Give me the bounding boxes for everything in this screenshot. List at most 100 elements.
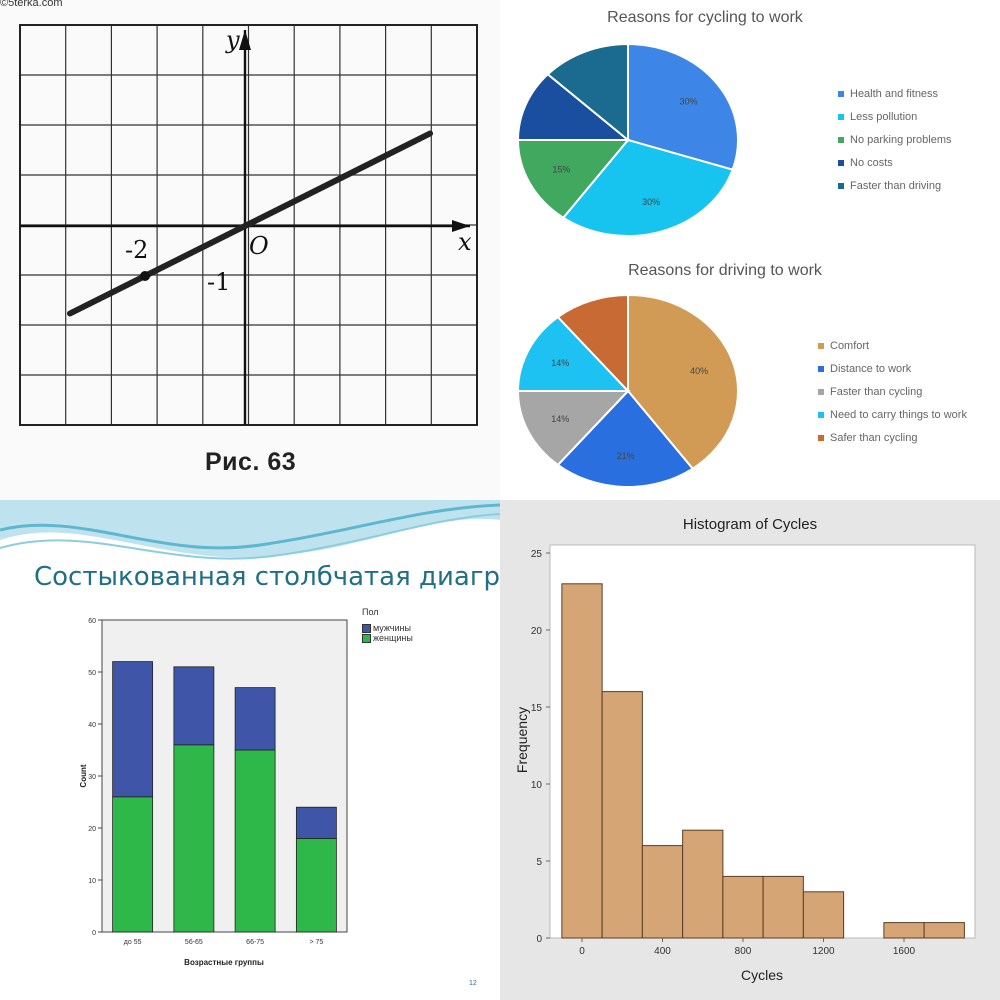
stacked-legend-title: Пол bbox=[362, 607, 379, 617]
wave-line bbox=[0, 513, 500, 560]
histogram-bar bbox=[802, 891, 845, 939]
legend-label: No costs bbox=[850, 156, 893, 169]
x-tick-label: 1200 bbox=[812, 946, 835, 957]
legend-swatch bbox=[818, 388, 824, 395]
legend-label: Less pollution bbox=[850, 110, 918, 123]
y-tick-label: 60 bbox=[88, 618, 96, 625]
chart-title: Histogram of Cycles bbox=[683, 516, 817, 533]
y-tick-label: 5 bbox=[536, 857, 542, 868]
legend-swatch-men bbox=[362, 623, 371, 633]
histogram-bar bbox=[923, 922, 965, 939]
x-tick-label: 400 bbox=[654, 946, 671, 957]
legend-item-men: мужчины bbox=[362, 623, 413, 633]
x-tick-label: 800 bbox=[735, 946, 752, 957]
legend-label: Safer than cycling bbox=[830, 431, 918, 444]
pie-slice bbox=[546, 42, 629, 143]
legend-item: Distance to work bbox=[818, 357, 967, 380]
pie-cycling-legend: Health and fitness Less pollution No parki… bbox=[838, 82, 952, 197]
pie-slice bbox=[561, 138, 734, 237]
pie-slice bbox=[556, 389, 695, 488]
pie-data-label: 15% bbox=[552, 165, 570, 175]
x-tick-label: 66-75 bbox=[246, 939, 264, 946]
legend-item: Less pollution bbox=[838, 105, 952, 128]
legend-label-women: женщины bbox=[373, 633, 413, 643]
stacked-bar-segment bbox=[234, 749, 276, 933]
legend-swatch bbox=[838, 90, 844, 97]
histogram-panel: Histogram of Cycles 0 5 10 15 20 25 0 400 800 1200… bbox=[500, 500, 1000, 1000]
x-axis-label: Cycles bbox=[741, 967, 783, 983]
stacked-bar-segment bbox=[173, 666, 215, 746]
pie-driving-group: 40% 21% 14% 14% bbox=[516, 293, 739, 488]
pie-data-label: 14% bbox=[551, 358, 569, 368]
y-axis-label: Frequency bbox=[514, 707, 530, 773]
wave-band bbox=[0, 500, 500, 558]
histogram-bar bbox=[561, 583, 603, 939]
pie-data-label: 30% bbox=[680, 97, 698, 107]
histogram-bar bbox=[682, 829, 724, 939]
pie-slice bbox=[516, 139, 631, 219]
legend-item: No parking problems bbox=[838, 128, 952, 151]
pie-driving-title: Reasons for driving to work bbox=[628, 262, 822, 279]
tick-label-y-minus-1: -1 bbox=[207, 268, 230, 296]
legend-swatch bbox=[818, 365, 824, 372]
histogram-svg: Histogram of Cycles 0 5 10 15 20 25 0 400 800 1200… bbox=[514, 516, 976, 983]
watermark: ©5terka.com bbox=[0, 0, 63, 9]
legend-item: Safer than cycling bbox=[818, 426, 967, 449]
pie-slice bbox=[627, 293, 739, 470]
legend-item: No costs bbox=[838, 151, 952, 174]
y-tick-label: 0 bbox=[536, 934, 542, 945]
histogram-bar bbox=[722, 875, 764, 939]
legend-label: Comfort bbox=[830, 339, 870, 352]
x-axis-label: Возрастные группы bbox=[184, 958, 264, 967]
pie-data-label: 30% bbox=[642, 197, 660, 207]
x-tick-label: > 75 bbox=[309, 939, 323, 946]
pie-slice bbox=[516, 315, 631, 392]
legend-swatch bbox=[818, 342, 824, 349]
figure-caption: Рис. 63 bbox=[205, 448, 297, 476]
legend-swatch bbox=[838, 136, 844, 143]
legend-swatch bbox=[818, 434, 824, 441]
pie-data-label: 40% bbox=[690, 366, 708, 376]
pie-data-label: 21% bbox=[617, 451, 635, 461]
y-tick-label: 0 bbox=[92, 930, 96, 937]
legend-swatch bbox=[838, 182, 844, 189]
y-axis-label: Count bbox=[79, 764, 88, 787]
legend-swatch-women bbox=[362, 633, 371, 643]
legend-item: Faster than cycling bbox=[818, 380, 967, 403]
stacked-bar-segment bbox=[295, 806, 337, 839]
legend-item: Need to carry things to work bbox=[818, 403, 967, 426]
legend-item-women: женщины bbox=[362, 633, 413, 643]
pie-cycling-svg: 30% 30% 15% 40% 21% 14% 14% bbox=[516, 42, 739, 488]
function-line bbox=[67, 130, 433, 317]
origin-label: O bbox=[249, 232, 269, 260]
pie-slice bbox=[516, 390, 631, 467]
x-axis-label: x bbox=[458, 228, 472, 256]
pie-slice bbox=[556, 293, 629, 394]
line-graph-svg: x y -2 -1 O bbox=[19, 24, 478, 426]
legend-item: Comfort bbox=[818, 334, 967, 357]
stacked-bar-segment bbox=[112, 796, 154, 933]
slide-page-number: 12 bbox=[469, 980, 477, 987]
legend-swatch bbox=[838, 159, 844, 166]
x-axis-arrow bbox=[452, 220, 470, 232]
stacked-bar-slide: 0 10 20 30 40 50 60 до 55 56-65 66-75 > 75 Возрастн… bbox=[0, 500, 500, 1000]
pie-driving-legend: Comfort Distance to work Faster than cycli… bbox=[818, 334, 967, 449]
stacked-bar-segment bbox=[173, 744, 215, 933]
legend-label: Faster than driving bbox=[850, 179, 942, 192]
x-tick-label: 0 bbox=[579, 946, 585, 957]
y-tick-label: 15 bbox=[531, 703, 543, 714]
histogram-bar bbox=[883, 922, 925, 939]
x-tick-label: до 55 bbox=[124, 939, 142, 946]
legend-label-men: мужчины bbox=[373, 623, 411, 633]
legend-label: Faster than cycling bbox=[830, 385, 923, 398]
tick-label-x-minus-2: -2 bbox=[125, 236, 148, 264]
y-tick-label: 10 bbox=[531, 780, 543, 791]
y-tick-label: 40 bbox=[88, 722, 96, 729]
wave-line bbox=[0, 503, 500, 550]
histogram-bar bbox=[601, 691, 643, 939]
x-tick-label: 56-65 bbox=[185, 939, 203, 946]
y-tick-label: 30 bbox=[88, 774, 96, 781]
y-tick-label: 20 bbox=[531, 626, 543, 637]
y-axis-label: y bbox=[225, 26, 240, 54]
stacked-bar-segment bbox=[295, 837, 337, 933]
